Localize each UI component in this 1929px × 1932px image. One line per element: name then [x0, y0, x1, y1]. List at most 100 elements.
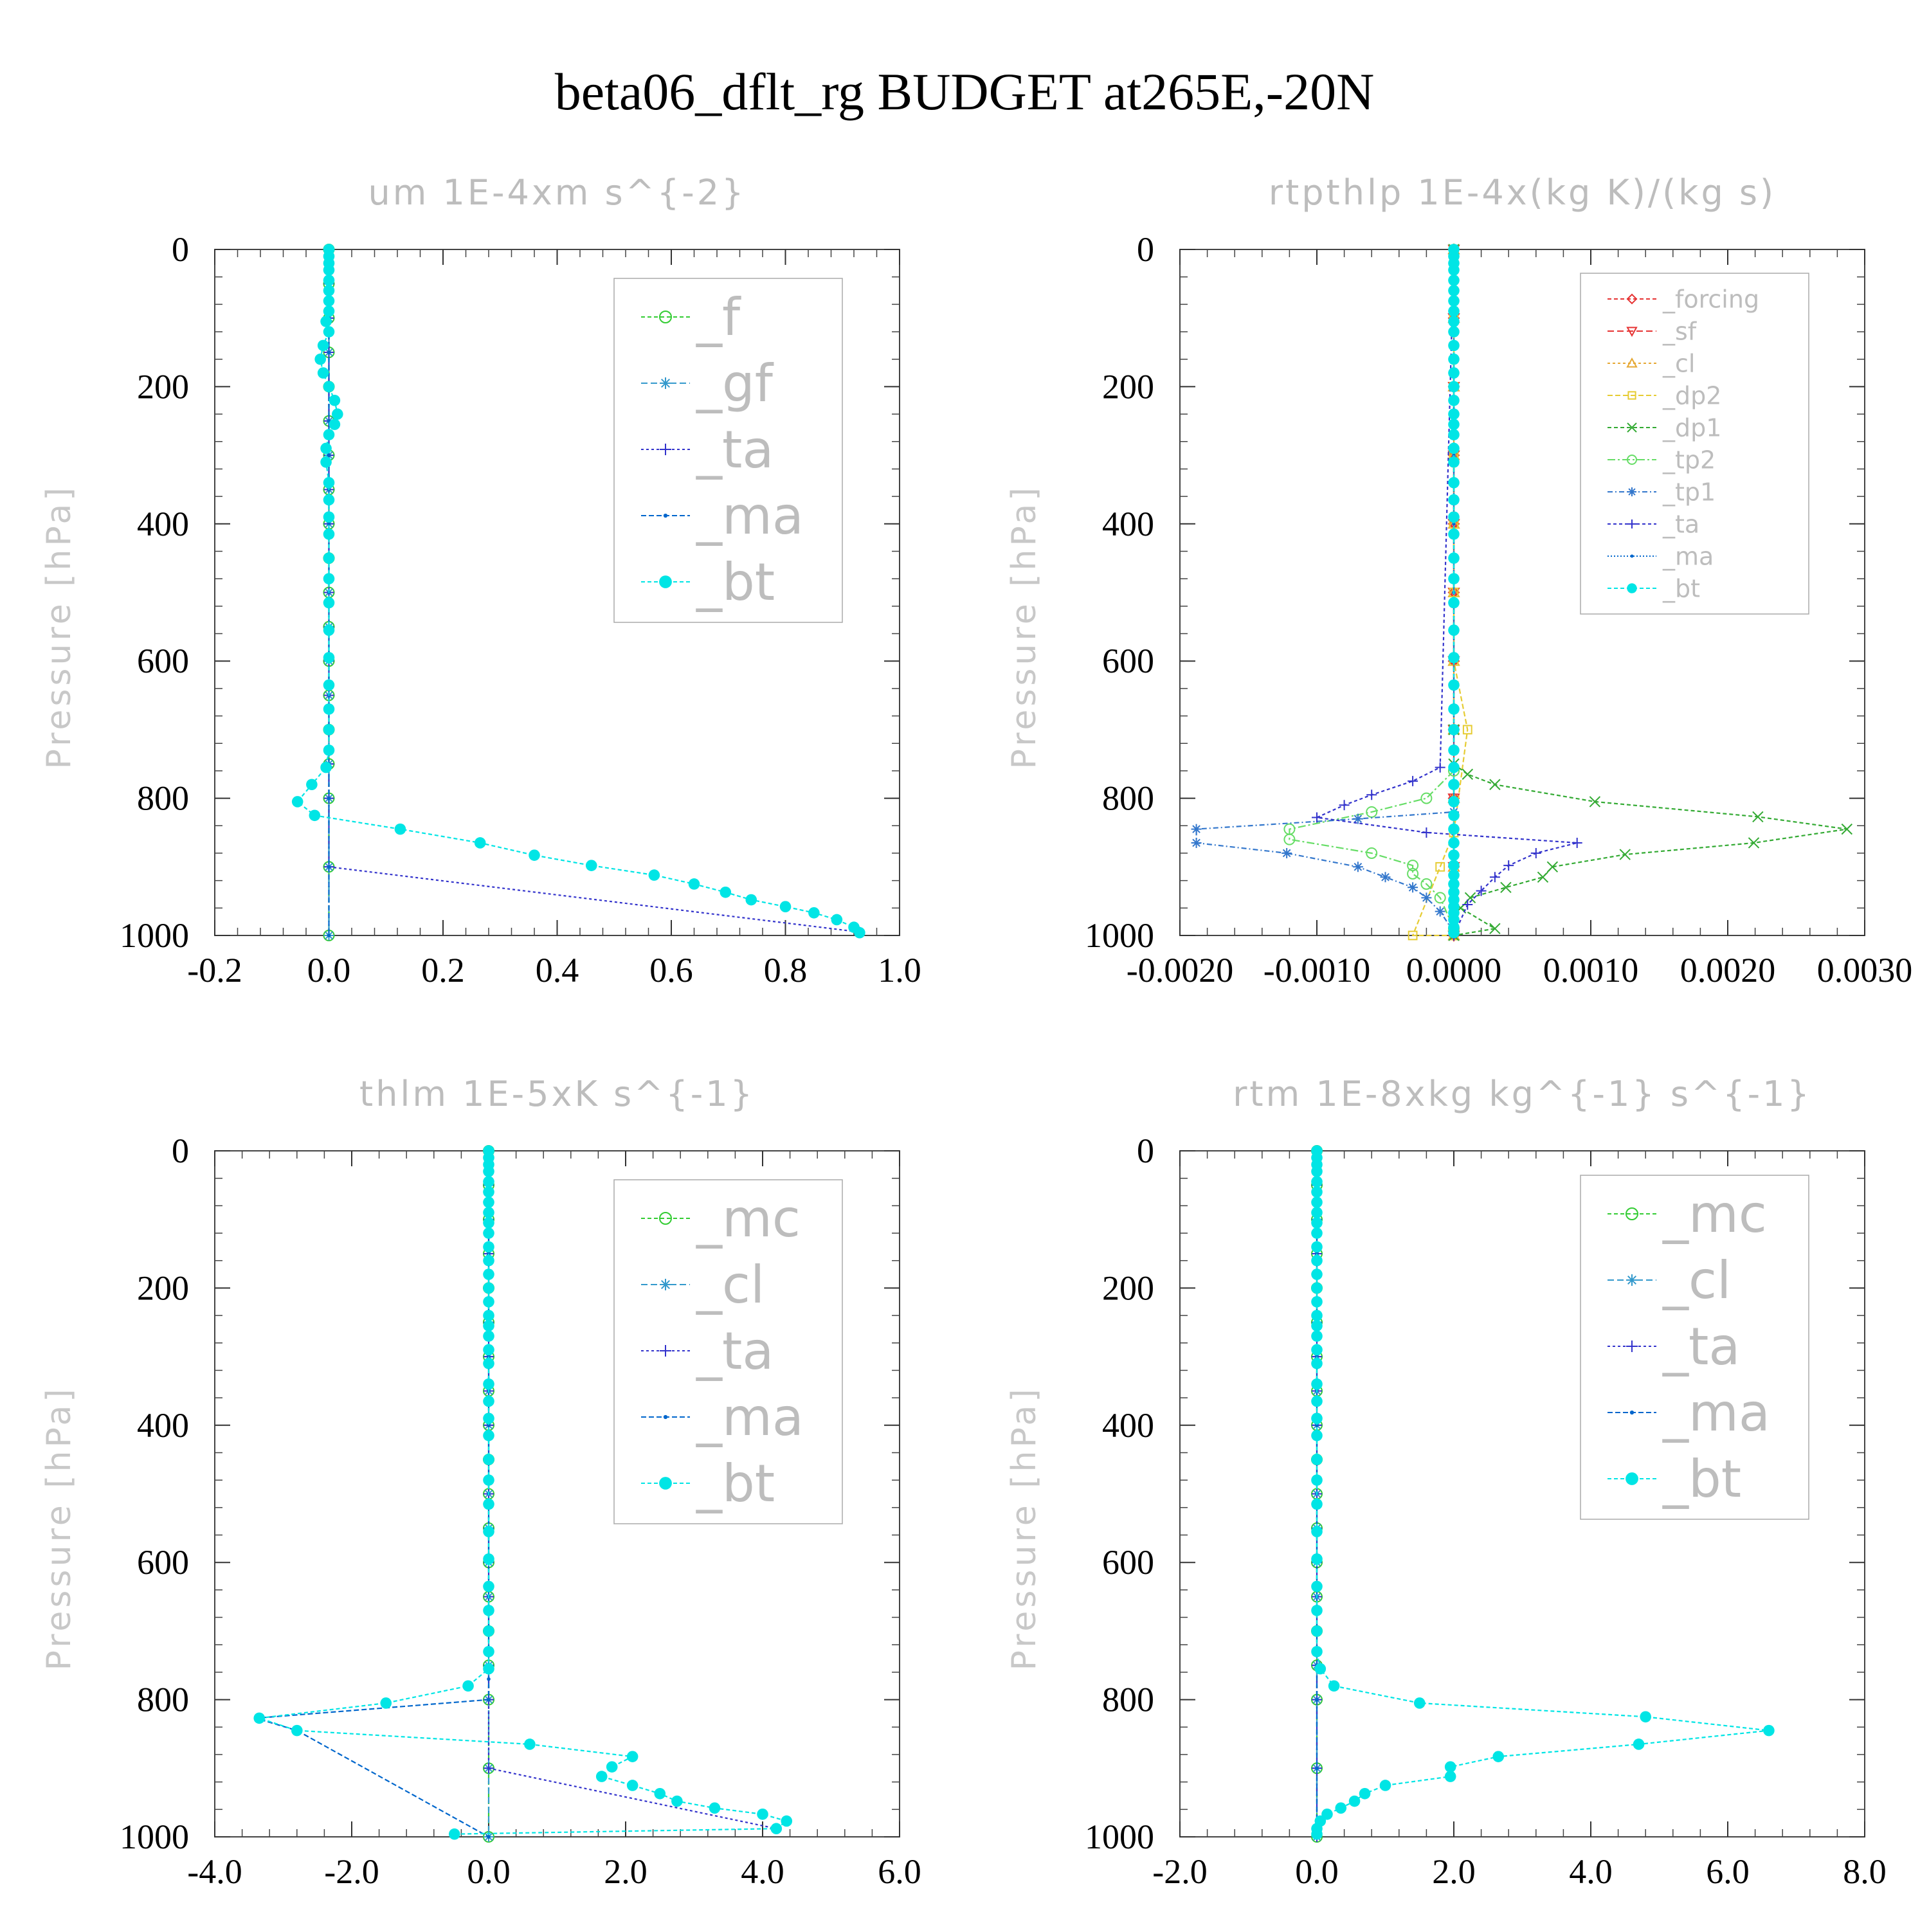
data-point [1407, 860, 1419, 872]
legend-marker [660, 1345, 671, 1357]
data-point [253, 1712, 266, 1724]
data-point [1448, 353, 1460, 365]
data-point [688, 878, 700, 890]
data-point [1448, 837, 1460, 849]
data-point [1321, 1808, 1333, 1820]
data-point [323, 429, 335, 440]
data-point [1752, 811, 1764, 823]
y-tick-label: 800 [137, 1681, 189, 1719]
data-point [323, 305, 335, 317]
data-point [1435, 862, 1445, 872]
legend-marker [659, 1477, 672, 1490]
data-point [309, 809, 321, 822]
data-point [1448, 367, 1460, 379]
data-point [323, 295, 335, 307]
series-line-tp1 [1195, 249, 1455, 933]
data-point [1408, 930, 1418, 941]
legend-label-ma: _ma [1662, 1383, 1770, 1443]
data-point [323, 724, 335, 736]
data-point [323, 552, 335, 564]
data-point [317, 367, 329, 379]
data-point [745, 894, 757, 906]
data-point [483, 1474, 494, 1486]
data-point [1462, 725, 1472, 735]
data-point [1448, 849, 1460, 861]
data-point [1366, 806, 1378, 818]
legend-marker [1626, 1274, 1638, 1286]
legend-label-bt: _bt [1662, 574, 1700, 602]
x-tick-label: 6.0 [1706, 1852, 1750, 1891]
data-point [1448, 809, 1460, 822]
data-point [1489, 872, 1500, 883]
data-point [1315, 1423, 1319, 1427]
data-point [1537, 871, 1549, 883]
legend-label-dp1: _dp1 [1662, 413, 1721, 442]
data-point [1315, 1697, 1319, 1702]
data-point [1420, 878, 1433, 890]
data-point [1311, 1207, 1323, 1218]
data-point [1462, 768, 1474, 780]
panel-1: um 1E-4xm s^{-2} Pressure [hPa] -0.2 0.0 0.2… [40, 172, 921, 989]
data-point [474, 837, 486, 849]
legend-marker [1627, 422, 1637, 433]
data-point [483, 1553, 494, 1565]
data-point [1435, 906, 1445, 917]
data-point [1366, 790, 1377, 800]
data-point [483, 1207, 494, 1218]
y-tick-label: 800 [137, 779, 189, 818]
data-point [606, 1761, 618, 1773]
data-point [1448, 761, 1460, 773]
data-point [1335, 1802, 1347, 1814]
data-point [323, 703, 335, 715]
data-point [1311, 1474, 1323, 1486]
data-point [1448, 703, 1460, 715]
y-tick-label: 0 [1137, 230, 1154, 269]
data-point [1311, 1217, 1323, 1229]
data-point [654, 1787, 666, 1800]
data-point [1408, 882, 1418, 893]
legend-marker [1629, 1410, 1635, 1415]
data-point [1448, 679, 1460, 691]
data-point [483, 1625, 494, 1637]
legend-marker [1626, 357, 1638, 368]
data-point [709, 1802, 721, 1814]
data-point [524, 1738, 536, 1750]
data-point [648, 869, 660, 881]
data-point [320, 316, 332, 327]
x-tick-label: 1.0 [878, 951, 921, 989]
data-point [483, 1454, 494, 1465]
y-tick-label: 400 [137, 1406, 189, 1445]
x-tick-label: 0.0 [467, 1852, 511, 1891]
data-point [1448, 264, 1460, 276]
data-point [317, 339, 329, 352]
legend-marker [1627, 583, 1637, 593]
data-point [1448, 456, 1460, 468]
legend-marker [663, 513, 668, 518]
legend-label-tp2: _tp2 [1662, 446, 1716, 474]
data-point [483, 1254, 494, 1267]
data-point [1311, 1605, 1323, 1616]
data-point [1500, 881, 1512, 894]
data-point [483, 1580, 494, 1593]
data-point [483, 1217, 494, 1229]
legend: _mc_cl _ta_ma_bt [1580, 1175, 1809, 1520]
data-point [323, 745, 335, 756]
legend-marker [1626, 1472, 1638, 1485]
data-point [483, 1166, 494, 1177]
legend-label-bt: _bt [696, 1454, 775, 1513]
data-point [1444, 1761, 1456, 1773]
data-point [1421, 827, 1432, 838]
legend-marker [1627, 487, 1636, 496]
data-point [1448, 476, 1460, 489]
data-point [1452, 522, 1456, 526]
data-point [483, 1663, 494, 1675]
legend-marker [1626, 327, 1638, 338]
data-point [1448, 878, 1460, 890]
legend-marker [659, 575, 672, 588]
data-point [323, 285, 335, 296]
x-tick-label: 0.6 [649, 951, 693, 989]
legend-marker [1627, 519, 1636, 528]
x-tick-label: 0.0000 [1406, 951, 1502, 989]
data-point [1448, 528, 1460, 540]
data-point [320, 761, 332, 773]
